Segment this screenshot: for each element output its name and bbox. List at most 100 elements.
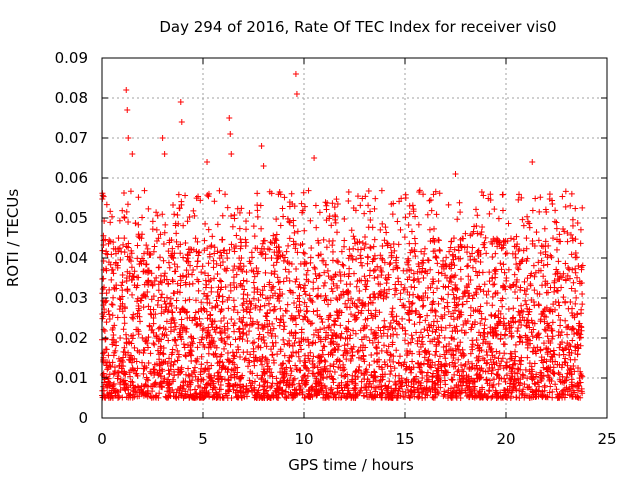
data-point <box>547 339 554 346</box>
data-point <box>328 386 335 393</box>
data-point <box>316 209 323 216</box>
data-point <box>224 320 231 327</box>
data-point <box>339 387 346 394</box>
data-point <box>345 326 352 333</box>
data-point <box>334 201 341 208</box>
data-point <box>254 213 261 220</box>
data-point <box>303 308 310 315</box>
data-point <box>157 362 164 369</box>
data-point <box>464 243 471 250</box>
data-point <box>158 279 165 286</box>
data-point <box>224 334 231 341</box>
data-point <box>313 375 320 382</box>
data-point <box>200 325 207 332</box>
data-point <box>540 262 547 269</box>
data-point <box>292 278 299 285</box>
data-point <box>397 226 404 233</box>
data-point <box>174 357 181 364</box>
data-point <box>508 393 515 400</box>
data-point <box>309 320 316 327</box>
data-point <box>555 394 562 401</box>
data-point <box>512 386 519 393</box>
data-point <box>382 274 389 281</box>
data-point <box>473 372 480 379</box>
data-point <box>290 222 297 229</box>
data-point <box>160 257 167 264</box>
data-point <box>445 201 452 208</box>
data-point <box>422 394 429 401</box>
data-point <box>507 356 514 363</box>
data-point <box>142 261 149 268</box>
data-point <box>540 364 547 371</box>
data-point <box>428 364 435 371</box>
data-point <box>155 264 162 271</box>
data-point <box>577 368 584 375</box>
data-point <box>465 358 472 365</box>
data-point <box>571 389 578 396</box>
data-point <box>231 248 238 255</box>
data-point <box>100 275 107 282</box>
data-point <box>155 287 162 294</box>
data-point <box>415 378 422 385</box>
data-point <box>486 377 493 384</box>
data-point <box>143 376 150 383</box>
data-point <box>526 394 533 401</box>
data-point <box>126 256 133 263</box>
data-point <box>524 275 531 282</box>
data-point <box>293 349 300 356</box>
data-point <box>432 253 439 260</box>
data-point <box>432 308 439 315</box>
data-point <box>374 392 381 399</box>
data-point <box>516 338 523 345</box>
data-point <box>408 228 415 235</box>
data-point <box>480 329 487 336</box>
data-point <box>303 377 310 384</box>
data-point <box>301 250 308 257</box>
data-point <box>286 277 293 284</box>
data-point <box>539 388 546 395</box>
data-point <box>544 324 551 331</box>
data-point <box>329 200 336 207</box>
data-point <box>126 392 133 399</box>
data-point <box>231 263 238 270</box>
data-point <box>425 257 432 264</box>
data-point <box>547 252 554 259</box>
data-point <box>110 270 117 277</box>
data-point <box>280 360 287 367</box>
data-point <box>579 373 586 380</box>
data-point <box>351 373 358 380</box>
data-point <box>112 392 119 399</box>
data-point <box>251 378 258 385</box>
data-point <box>483 300 490 307</box>
y-tick-label: 0.09 <box>55 49 88 67</box>
data-point <box>266 188 273 195</box>
data-point <box>277 316 284 323</box>
data-point <box>578 388 585 395</box>
data-point <box>477 231 484 238</box>
data-point <box>406 210 413 217</box>
data-point <box>178 119 185 125</box>
data-point <box>568 371 575 378</box>
data-point <box>389 313 396 320</box>
data-point <box>512 341 519 348</box>
data-point <box>557 322 564 329</box>
data-point <box>409 202 416 209</box>
data-point <box>353 255 360 262</box>
data-point <box>231 215 238 222</box>
data-point <box>121 214 128 221</box>
data-point <box>310 285 317 292</box>
data-point <box>485 288 492 295</box>
data-point <box>305 388 312 395</box>
data-point <box>359 239 366 246</box>
data-point <box>273 252 280 259</box>
data-point <box>135 194 142 201</box>
data-point <box>237 236 244 243</box>
data-point <box>457 266 464 273</box>
data-point <box>533 350 540 357</box>
data-point <box>280 336 287 343</box>
data-point <box>529 348 536 355</box>
data-point <box>203 308 210 315</box>
data-point <box>499 355 506 362</box>
data-point <box>571 314 578 321</box>
data-point <box>322 199 329 206</box>
